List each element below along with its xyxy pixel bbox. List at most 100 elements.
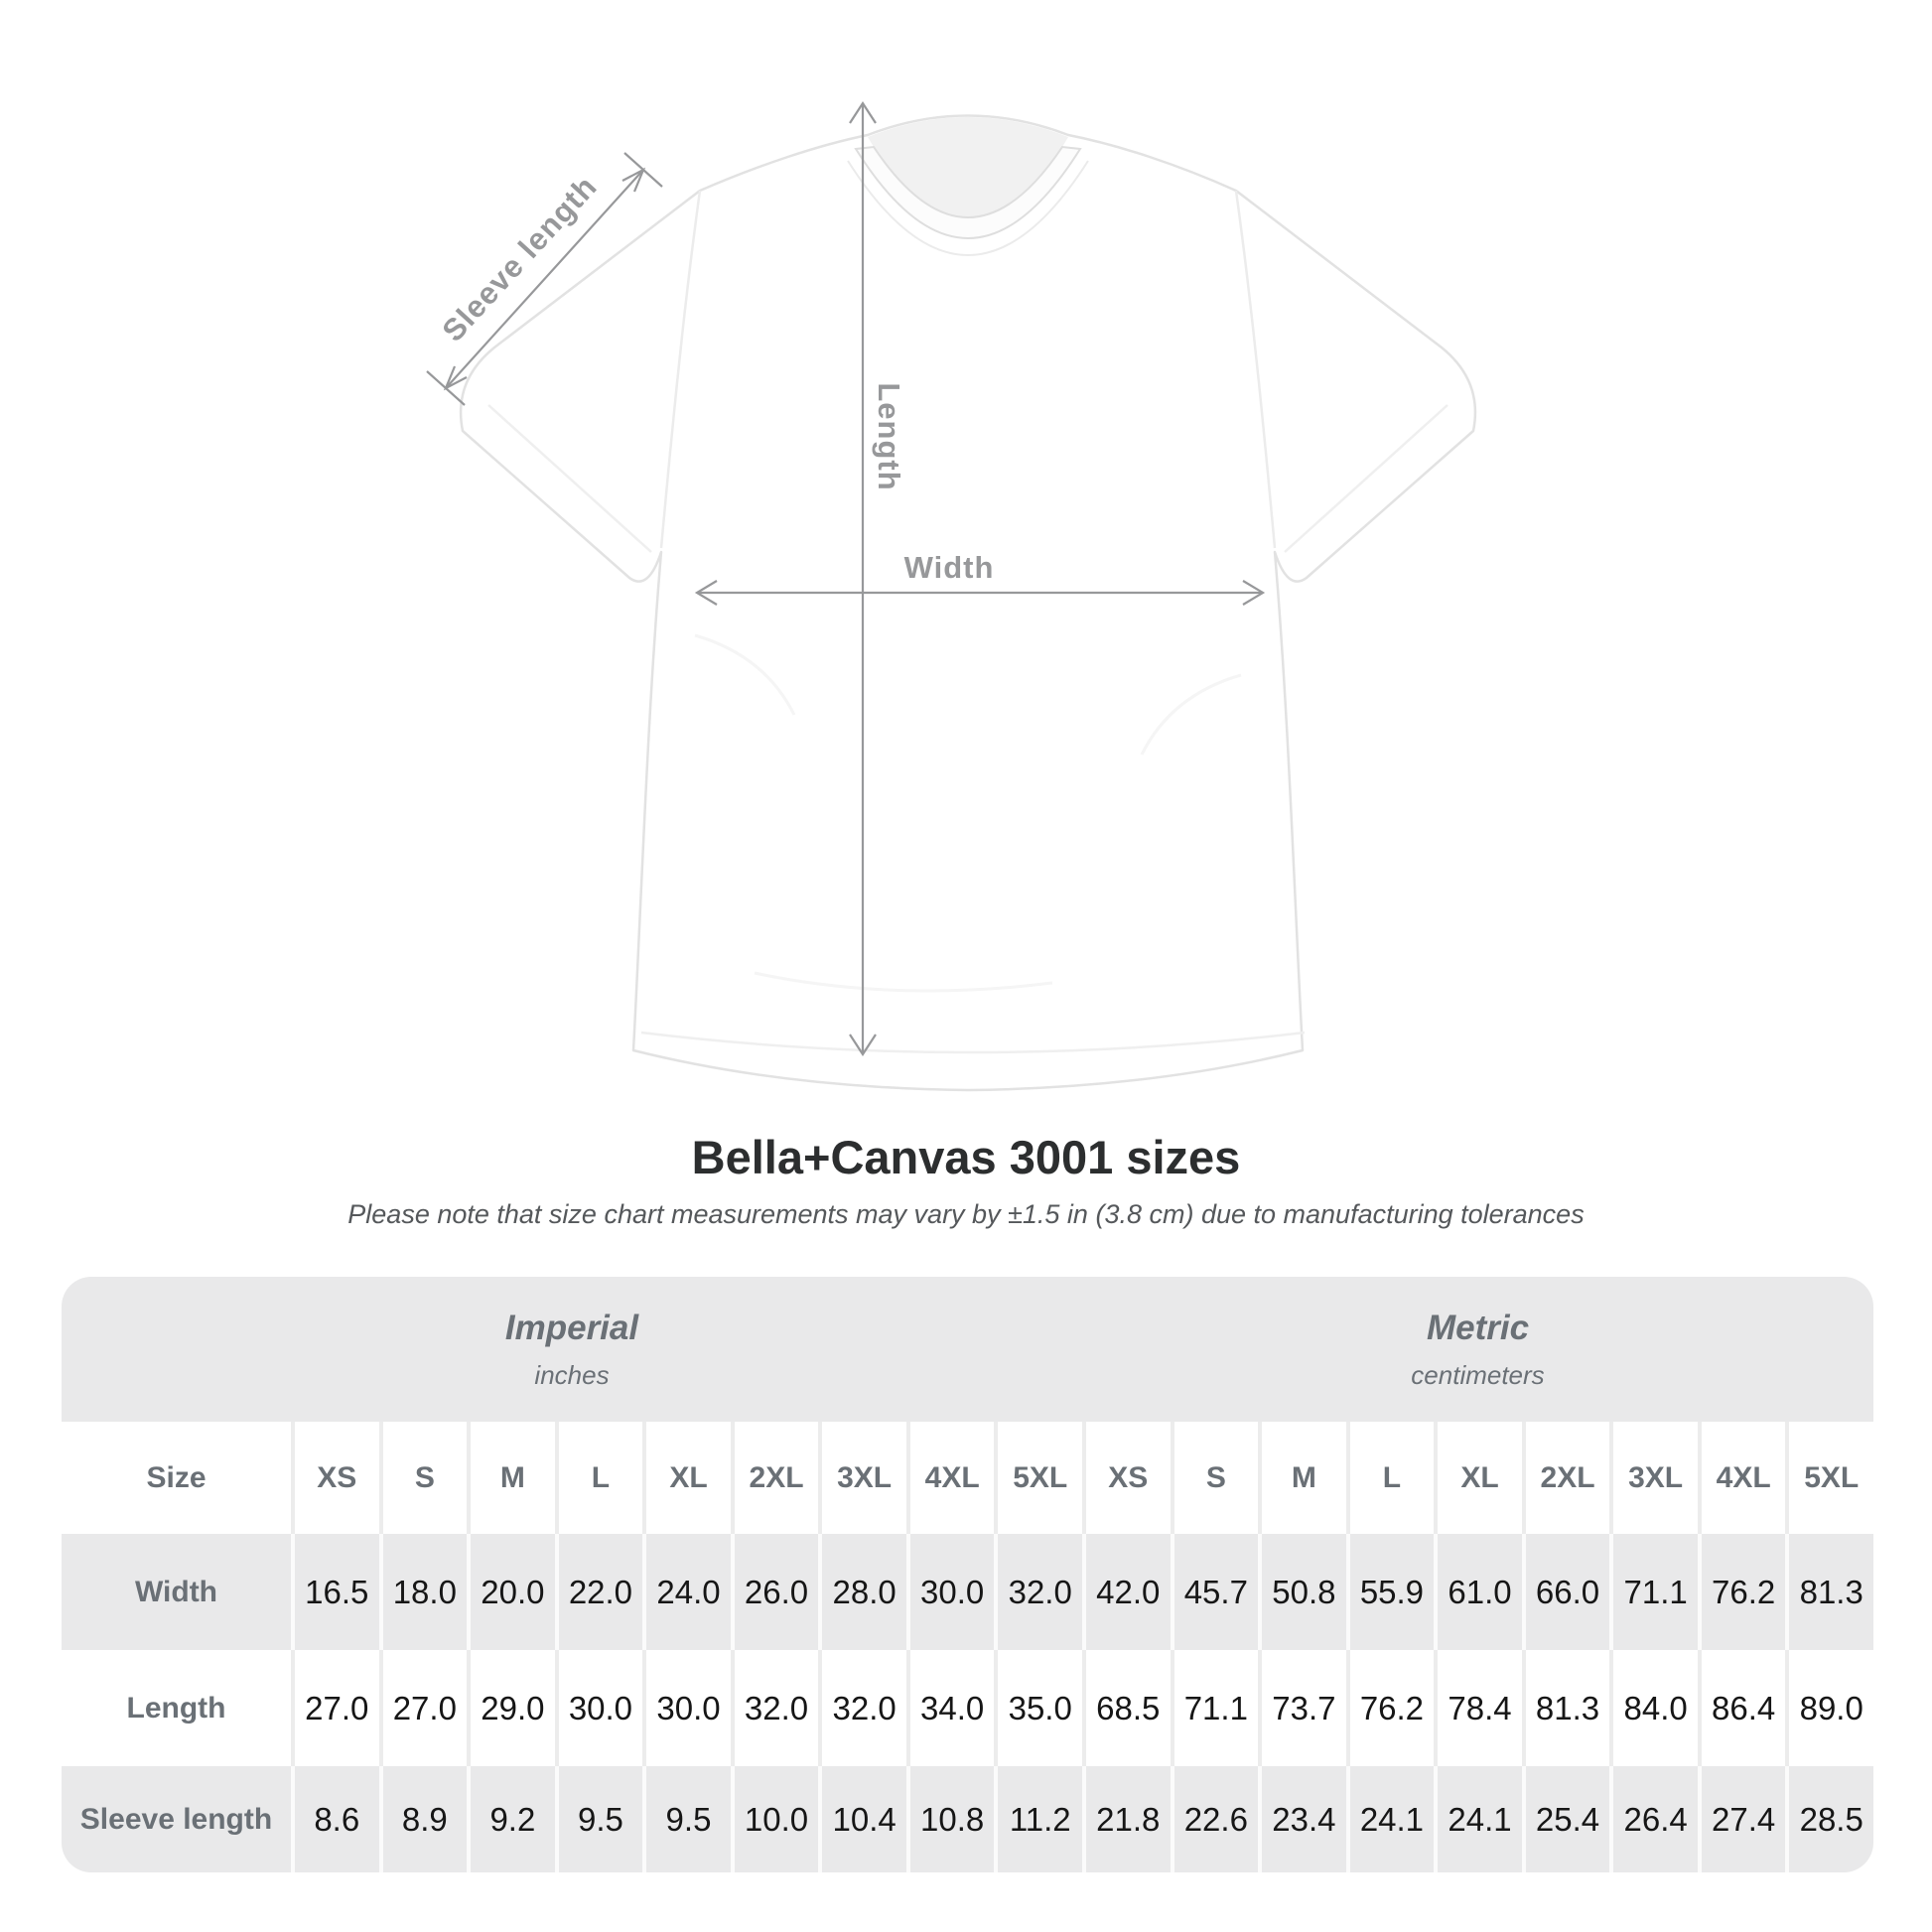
measurement-value: 26.4 — [1609, 1766, 1698, 1872]
measurement-value: 73.7 — [1258, 1650, 1346, 1766]
measurement-value: 9.2 — [467, 1766, 555, 1872]
size-col-header: 4XL — [1697, 1422, 1786, 1534]
measurement-value: 24.0 — [642, 1534, 731, 1650]
page-title: Bella+Canvas 3001 sizes — [691, 1131, 1241, 1183]
measurement-value: 81.3 — [1785, 1534, 1873, 1650]
measurement-value: 29.0 — [467, 1650, 555, 1766]
measurement-value: 9.5 — [554, 1766, 643, 1872]
measurement-value: 26.0 — [730, 1534, 819, 1650]
size-col-header: L — [554, 1422, 643, 1534]
row-label: Length — [126, 1691, 226, 1725]
measurement-value: 66.0 — [1521, 1534, 1610, 1650]
metric-header: Metric centimeters — [1082, 1277, 1873, 1422]
measurement-value: 42.0 — [1082, 1534, 1171, 1650]
measurement-value: 45.7 — [1170, 1534, 1259, 1650]
size-col-header: L — [1345, 1422, 1435, 1534]
measurement-value: 76.2 — [1697, 1534, 1786, 1650]
neck-inside — [868, 117, 1068, 217]
size-col-header: 2XL — [730, 1422, 819, 1534]
measurement-value: 86.4 — [1697, 1650, 1786, 1766]
size-col-header: 5XL — [1785, 1422, 1873, 1534]
size-table: Imperial inches Metric centimeters Size … — [62, 1277, 1873, 1872]
collar-band — [854, 145, 1082, 239]
measurement-value: 21.8 — [1082, 1766, 1171, 1872]
row-label: Width — [134, 1575, 218, 1608]
size-col-header: M — [1258, 1422, 1346, 1534]
measurement-value: 71.1 — [1609, 1534, 1698, 1650]
size-col-header: XL — [1434, 1422, 1522, 1534]
measurement-value: 8.6 — [291, 1766, 379, 1872]
size-col-header: 3XL — [1609, 1422, 1698, 1534]
measurement-value: 55.9 — [1345, 1534, 1435, 1650]
measurement-value: 28.0 — [818, 1534, 906, 1650]
measurement-value: 84.0 — [1609, 1650, 1698, 1766]
size-header-row: Size XS S M L XL 2XL 3XL 4XL 5XL XS S M L XL 2XL 3XL 4XL… — [62, 1422, 1873, 1534]
sleeve-length-arrow — [426, 152, 663, 406]
measurement-value: 22.0 — [554, 1534, 643, 1650]
length-label: Length — [872, 382, 906, 490]
measurement-value: 50.8 — [1258, 1534, 1346, 1650]
measurement-value: 27.0 — [291, 1650, 379, 1766]
length-arrow — [849, 100, 877, 1057]
unit-header-row: Imperial inches Metric centimeters — [62, 1277, 1873, 1422]
measurement-value: 23.4 — [1258, 1766, 1346, 1872]
table-row-width: Width 16.5 18.0 20.0 22.0 24.0 26.0 28.0 30.0 32.… — [62, 1534, 1873, 1650]
width-label: Width — [904, 550, 995, 585]
size-col-header: XS — [291, 1422, 379, 1534]
measurement-value: 16.5 — [291, 1534, 379, 1650]
measurement-value: 81.3 — [1521, 1650, 1610, 1766]
measurement-value: 61.0 — [1434, 1534, 1522, 1650]
size-col-header: 4XL — [905, 1422, 995, 1534]
measurement-value: 10.4 — [818, 1766, 906, 1872]
measurement-value: 9.5 — [642, 1766, 731, 1872]
measurement-value: 76.2 — [1345, 1650, 1435, 1766]
measurement-value: 35.0 — [994, 1650, 1082, 1766]
measurement-annotations — [426, 100, 1266, 1057]
metric-title: Metric — [1426, 1308, 1530, 1347]
imperial-unit: inches — [534, 1359, 610, 1390]
measurement-value: 10.0 — [730, 1766, 819, 1872]
measurement-value: 30.0 — [905, 1534, 995, 1650]
tshirt — [459, 114, 1477, 1092]
measurement-value: 24.1 — [1434, 1766, 1522, 1872]
table-row-sleeve-length: Sleeve length 8.6 8.9 9.2 9.5 9.5 10.0 10.4 10.8… — [62, 1766, 1873, 1872]
measurement-value: 28.5 — [1785, 1766, 1873, 1872]
row-label: Sleeve length — [79, 1802, 273, 1836]
measurement-value: 24.1 — [1345, 1766, 1435, 1872]
measurement-value: 22.6 — [1170, 1766, 1259, 1872]
imperial-title: Imperial — [504, 1308, 639, 1347]
size-col-header: S — [1170, 1422, 1259, 1534]
width-arrow — [694, 580, 1266, 606]
measurement-value: 32.0 — [994, 1534, 1082, 1650]
measurement-value: 34.0 — [905, 1650, 995, 1766]
size-col-header: XL — [642, 1422, 731, 1534]
measurement-value: 10.8 — [905, 1766, 995, 1872]
size-col-header: M — [467, 1422, 555, 1534]
measurement-value: 78.4 — [1434, 1650, 1522, 1766]
measurement-value: 27.4 — [1697, 1766, 1786, 1872]
measurement-value: 8.9 — [378, 1766, 468, 1872]
measurement-value: 68.5 — [1082, 1650, 1171, 1766]
measurement-value: 27.0 — [378, 1650, 468, 1766]
page-subtitle: Please note that size chart measurements… — [347, 1199, 1585, 1229]
measurement-value: 32.0 — [730, 1650, 819, 1766]
measurement-value: 30.0 — [554, 1650, 643, 1766]
measurement-value: 11.2 — [994, 1766, 1082, 1872]
size-col-header: 2XL — [1521, 1422, 1610, 1534]
tshirt-diagram: Sleeve length Length Width — [426, 100, 1477, 1092]
size-column-label: Size — [146, 1460, 207, 1494]
measurement-value: 89.0 — [1785, 1650, 1873, 1766]
measurement-value: 18.0 — [378, 1534, 468, 1650]
size-col-header: XS — [1082, 1422, 1171, 1534]
measurement-value: 25.4 — [1521, 1766, 1610, 1872]
imperial-header: Imperial inches — [62, 1277, 1082, 1422]
measurement-value: 20.0 — [467, 1534, 555, 1650]
measurement-value: 32.0 — [818, 1650, 906, 1766]
measurement-value: 30.0 — [642, 1650, 731, 1766]
measurement-value: 71.1 — [1170, 1650, 1259, 1766]
table-body: Width 16.5 18.0 20.0 22.0 24.0 26.0 28.0 30.0 32.… — [62, 1534, 1873, 1872]
size-col-header: 5XL — [994, 1422, 1082, 1534]
size-col-header: 3XL — [818, 1422, 906, 1534]
metric-unit: centimeters — [1411, 1359, 1545, 1390]
